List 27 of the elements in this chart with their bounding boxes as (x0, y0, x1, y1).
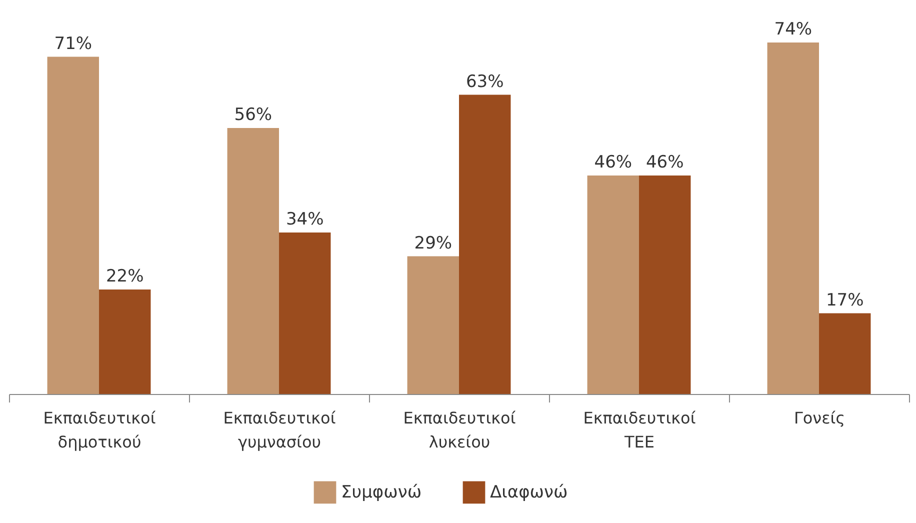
x-tick-label: Εκπαιδευτικοί δημοτικού (43, 408, 156, 452)
x-tick-label: Εκπαιδευτικοί γυμνασίου (223, 408, 336, 452)
data-label: 29% (414, 233, 452, 254)
bar (407, 256, 459, 394)
x-tick-label: Εκπαιδευτικοί λυκείου (403, 408, 516, 452)
bar (639, 176, 691, 394)
x-tick-label: Γονείς (794, 408, 846, 428)
legend-label: Συμφωνώ (341, 482, 422, 502)
bar (587, 176, 639, 394)
data-label: 63% (466, 72, 504, 92)
bar (47, 56, 99, 394)
bar (227, 128, 279, 394)
bar (767, 42, 819, 394)
bar (819, 313, 871, 394)
data-label: 46% (646, 152, 684, 172)
data-label: 46% (594, 152, 632, 172)
x-tick-label: Εκπαιδευτικοί ΤΕΕ (583, 408, 696, 452)
bar (99, 290, 151, 394)
bar (459, 94, 511, 394)
data-label: 34% (286, 210, 324, 230)
legend-label: Διαφωνώ (490, 482, 568, 502)
data-label: 17% (826, 290, 864, 310)
data-label: 22% (106, 266, 144, 286)
data-label: 74% (774, 20, 812, 40)
bar (279, 232, 331, 394)
data-label: 71% (54, 34, 92, 54)
data-label: 56% (234, 105, 272, 125)
